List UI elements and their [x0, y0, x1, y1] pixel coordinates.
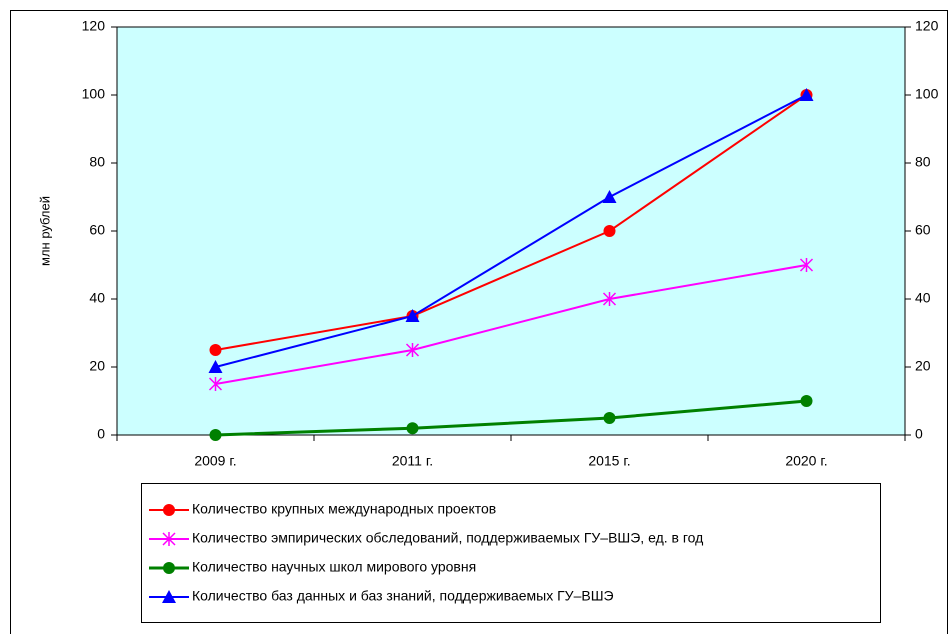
- legend-marker: [163, 504, 175, 516]
- data-point: [208, 360, 223, 373]
- data-point: [406, 422, 419, 435]
- y-tick-label: 80: [89, 154, 105, 170]
- chart-frame: [10, 10, 948, 634]
- series-line: [215, 399, 807, 437]
- legend-marker: [163, 562, 175, 574]
- y-axis-label: млн рублей: [37, 196, 52, 266]
- y2-tick-label: 40: [915, 290, 931, 306]
- x-tick-label: 2009 г.: [194, 453, 236, 469]
- data-point: [603, 412, 616, 424]
- data-point: [602, 292, 617, 306]
- series-line: [215, 94, 807, 368]
- y-tick-label: 0: [97, 426, 105, 442]
- data-point: [799, 258, 814, 272]
- y2-tick-label: 100: [915, 86, 939, 102]
- data-point: [603, 225, 616, 237]
- legend-label: Количество научных школ мирового уровня: [192, 559, 476, 575]
- y-tick-label: 60: [89, 222, 105, 238]
- legend-marker: [162, 590, 176, 603]
- data-point: [405, 309, 420, 322]
- data-point: [209, 429, 222, 441]
- y2-tick-label: 20: [915, 358, 931, 374]
- legend-label: Количество эмпирических обследований, по…: [192, 530, 703, 546]
- data-point: [799, 88, 814, 101]
- y2-tick-label: 60: [915, 222, 931, 238]
- y2-tick-label: 0: [915, 426, 923, 442]
- data-point: [209, 344, 222, 356]
- data-point: [405, 343, 420, 357]
- x-tick-label: 2011 г.: [392, 453, 433, 469]
- series-line: [215, 264, 807, 385]
- legend-label: Количество баз данных и баз знаний, подд…: [192, 588, 614, 604]
- legend-box: [141, 483, 881, 623]
- x-tick-label: 2020 г.: [785, 453, 827, 469]
- x-tick-label: 2015 г.: [588, 453, 630, 469]
- data-point: [602, 190, 617, 203]
- legend-label: Количество крупных международных проекто…: [192, 501, 496, 517]
- y-tick-label: 20: [89, 358, 105, 374]
- data-point: [208, 377, 223, 391]
- y-tick-label: 120: [82, 18, 106, 34]
- data-point: [800, 395, 813, 407]
- series-line: [215, 94, 808, 351]
- y-tick-label: 40: [89, 290, 105, 306]
- y2-tick-label: 80: [915, 154, 931, 170]
- plot-area: [116, 26, 906, 436]
- legend-marker: [162, 532, 176, 546]
- y2-tick-label: 120: [915, 18, 939, 34]
- y-tick-label: 100: [82, 86, 106, 102]
